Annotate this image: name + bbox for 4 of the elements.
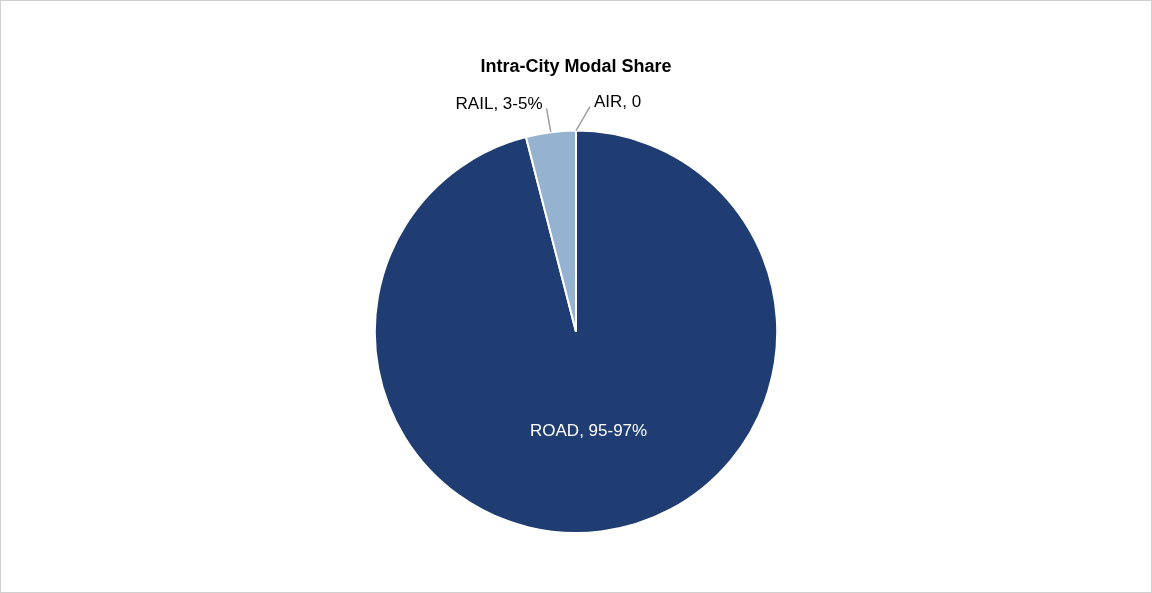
slice-label: ROAD, 95-97%: [530, 421, 648, 441]
chart-title: Intra-City Modal Share: [480, 55, 672, 76]
category-label: AIR, 0: [594, 92, 642, 112]
slice-label: RAIL, 3-5%: [455, 94, 543, 114]
